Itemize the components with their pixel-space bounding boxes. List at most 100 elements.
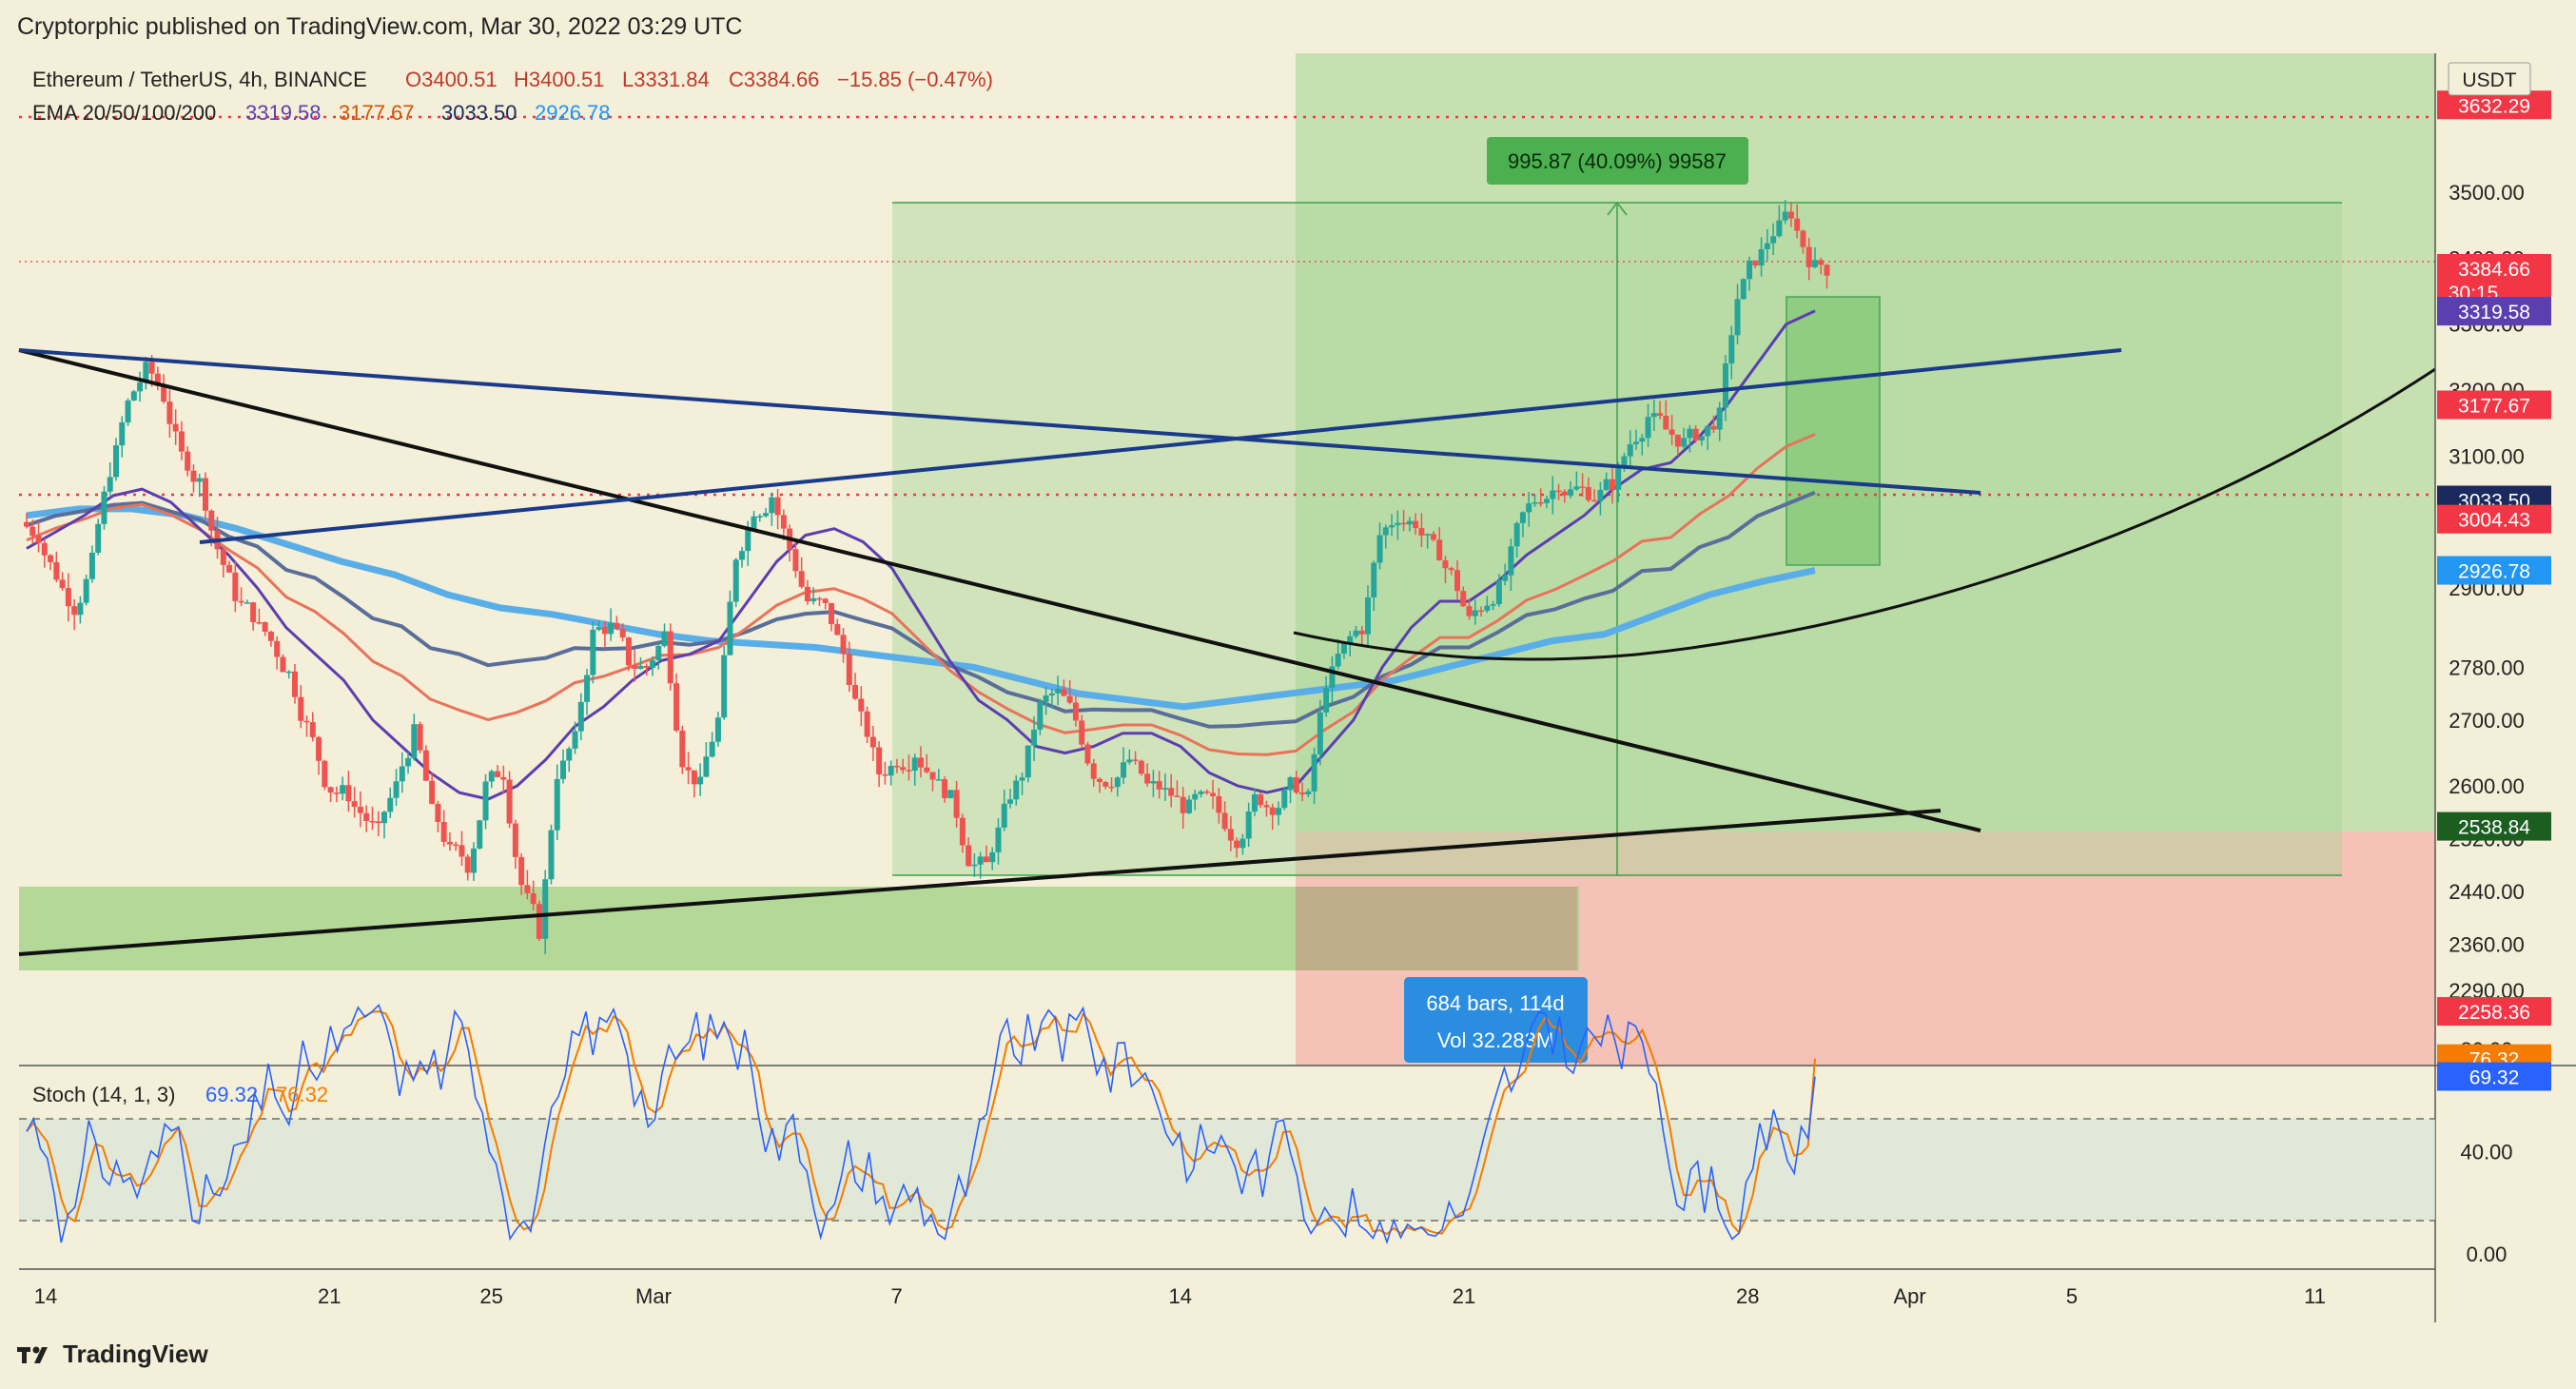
- legend-open: O3400.51: [405, 68, 498, 91]
- legend-ema200: 2926.78: [535, 101, 611, 125]
- candle-down: [1609, 479, 1615, 490]
- candle-up: [1639, 438, 1646, 442]
- price-label-bg: [2437, 253, 2551, 305]
- candle-down: [1794, 218, 1801, 231]
- candle-up: [577, 701, 584, 732]
- candle-up: [1121, 762, 1127, 778]
- blue-trendline-2: [199, 348, 2122, 544]
- candle-down: [1448, 568, 1454, 571]
- chart-canvas[interactable]: 995.87 (40.09%) 99587 684 bars, 114d Vol…: [0, 53, 2576, 1376]
- candle-up: [756, 516, 763, 518]
- candle-down: [1418, 528, 1425, 536]
- candle-down: [1258, 793, 1264, 806]
- candle-down: [208, 510, 215, 531]
- candle-down: [298, 696, 304, 721]
- candle-down: [178, 431, 185, 452]
- candle-up: [947, 790, 954, 798]
- candle-down: [166, 401, 173, 424]
- candle-down: [1436, 539, 1443, 561]
- candle-down: [918, 757, 924, 768]
- candle-up: [1340, 642, 1347, 655]
- candle-up: [1376, 535, 1383, 563]
- candle-up: [399, 766, 405, 782]
- candle-up: [1186, 799, 1192, 813]
- price-tick: 2440.00: [2449, 880, 2525, 904]
- legend-ema-label: EMA 20/50/100/200: [32, 101, 216, 125]
- candle-down: [351, 801, 358, 808]
- candle-down: [250, 602, 257, 622]
- candle-down: [1168, 788, 1175, 796]
- candle-down: [495, 771, 501, 777]
- candle-down: [1358, 630, 1365, 635]
- price-label-bg: [2437, 556, 2551, 585]
- candle-down: [679, 730, 686, 768]
- candle-down: [1084, 744, 1091, 764]
- candle-up: [1031, 729, 1038, 746]
- legend-high: H3400.51: [514, 68, 604, 91]
- candle-up: [1495, 580, 1502, 605]
- candle-down: [53, 561, 60, 580]
- candle-down: [232, 572, 239, 601]
- candle-up: [196, 478, 203, 482]
- candle-up: [548, 830, 555, 880]
- legend-close: C3384.66: [729, 68, 819, 91]
- candle-down: [1108, 786, 1115, 789]
- candle-up: [1627, 443, 1633, 457]
- candle-down: [1066, 695, 1073, 703]
- candle-up: [637, 665, 644, 669]
- target-box: [1786, 296, 1881, 566]
- time-tick: Apr: [1893, 1284, 1925, 1308]
- candle-up: [1526, 503, 1532, 513]
- candle-down: [673, 683, 680, 731]
- candle-up: [1490, 604, 1496, 606]
- candle-down: [459, 845, 465, 857]
- candle-up: [1728, 335, 1735, 364]
- candle-down: [632, 665, 638, 669]
- candle-up: [1323, 687, 1330, 713]
- candle-down: [1293, 776, 1299, 793]
- cup-curve: [1293, 367, 2436, 661]
- candle-down: [65, 588, 71, 607]
- candle-up: [554, 778, 560, 831]
- candle-up: [1019, 777, 1025, 781]
- candle-down: [530, 892, 537, 905]
- candle-down: [422, 750, 429, 781]
- candle-down: [929, 772, 936, 780]
- candle-down: [369, 821, 376, 823]
- candle-up: [763, 513, 770, 517]
- stoch-tick: 0.00: [2467, 1242, 2508, 1266]
- candle-up: [1161, 788, 1168, 790]
- time-axis[interactable]: 14 21 25 Mar 7 14 21 28 Apr 5 11: [34, 1284, 2326, 1308]
- candle-up: [1681, 438, 1688, 447]
- candle-up: [387, 797, 394, 812]
- ascending-support-line: [18, 809, 1942, 956]
- candle-up: [1770, 236, 1777, 244]
- candle-down: [1097, 778, 1103, 783]
- candle-up: [1698, 436, 1705, 440]
- ema20-line: [26, 309, 1816, 801]
- candle-up: [1335, 654, 1341, 667]
- tradingview-brand[interactable]: TradingView: [17, 1340, 208, 1369]
- candle-down: [798, 571, 805, 587]
- candle-up: [655, 645, 662, 660]
- candle-up: [661, 631, 668, 646]
- stoch-k-label: 69.32: [2469, 1067, 2520, 1089]
- time-tick: 14: [34, 1284, 57, 1308]
- currency-button[interactable]: [2448, 62, 2531, 96]
- price-axis[interactable]: 3500.003400.003300.003200.003100.003000.…: [2437, 90, 2551, 1027]
- candle-down: [464, 856, 471, 873]
- candle-down: [274, 640, 281, 657]
- candle-up: [1317, 712, 1323, 754]
- candle-down: [435, 803, 441, 822]
- candle-down: [220, 549, 226, 565]
- candle-up: [608, 622, 615, 635]
- candle-down: [869, 736, 876, 748]
- candle-up: [482, 781, 489, 821]
- candle-down: [876, 747, 883, 774]
- candle-down: [29, 526, 36, 537]
- candle-up: [1353, 630, 1359, 636]
- candle-up: [125, 400, 131, 423]
- candle-down: [357, 807, 363, 813]
- candle-down: [322, 760, 328, 788]
- candle-down: [900, 767, 907, 771]
